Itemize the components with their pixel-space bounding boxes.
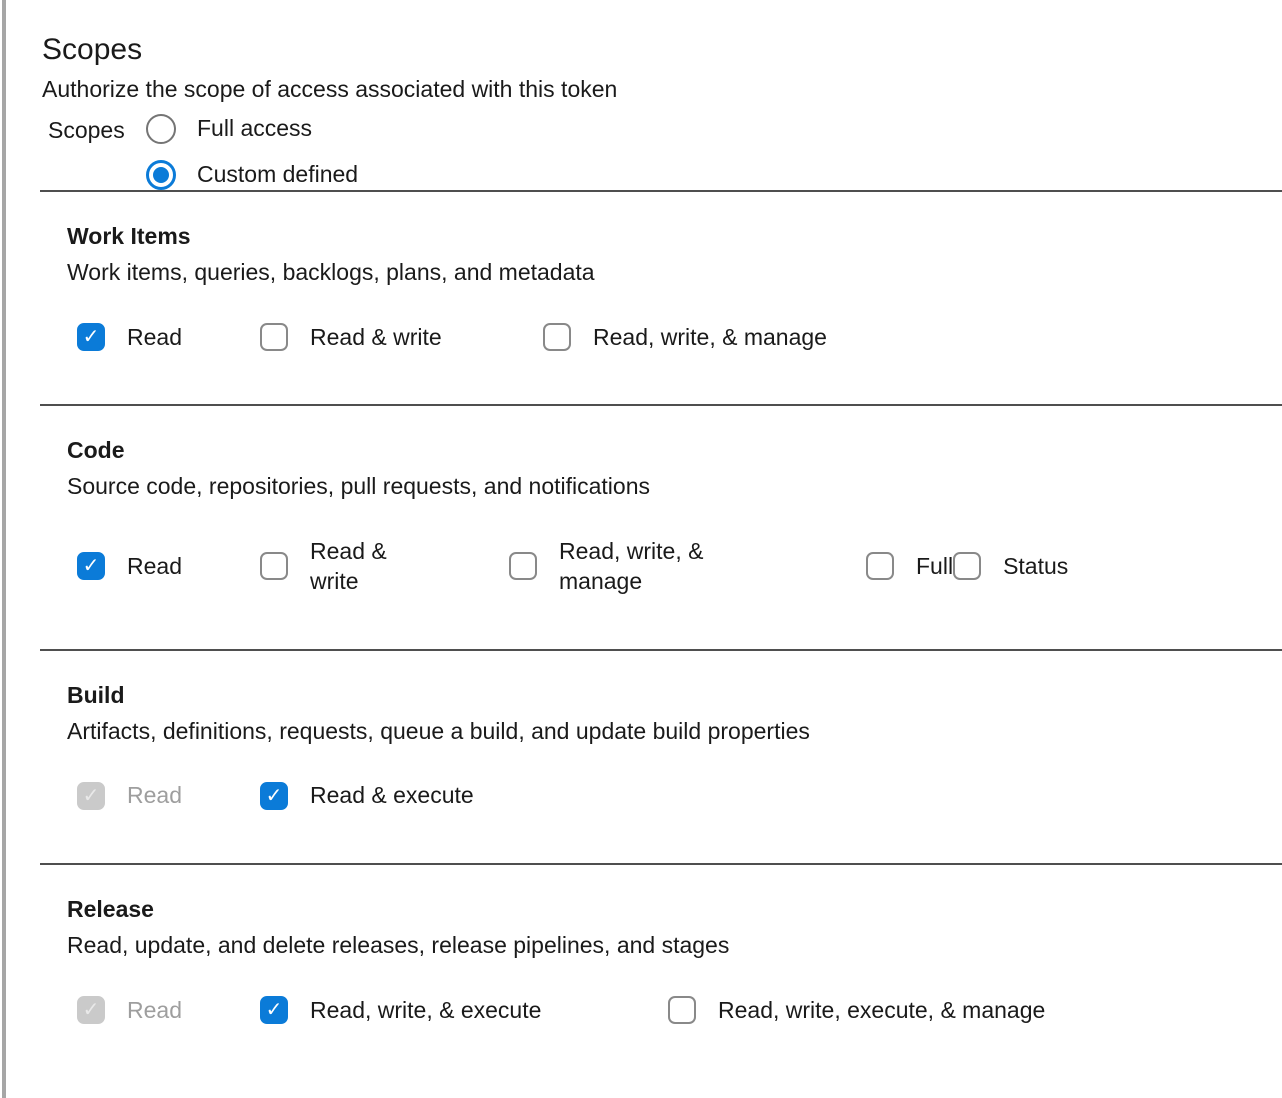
checkbox-code-read-write-manage[interactable]: ✓ Read, write, & manage <box>509 536 866 597</box>
section-title: Release <box>67 895 154 922</box>
checkbox-label: Read & write <box>310 323 442 350</box>
checkbox-label: Read <box>127 323 182 350</box>
checkbox-build-read: ✓ Read <box>77 780 260 810</box>
checkmark-icon: ✓ <box>82 325 100 348</box>
page-subtitle: Authorize the scope of access associated… <box>42 76 618 102</box>
divider <box>40 862 1282 865</box>
checkbox-unchecked-icon[interactable]: ✓ <box>260 322 288 351</box>
section-code: Code Source code, repositories, pull req… <box>0 406 1282 649</box>
section-title: Build <box>67 681 125 708</box>
checkbox-checked-icon[interactable]: ✓ <box>77 552 105 581</box>
section-title: Work Items <box>67 222 191 249</box>
radio-unselected-icon[interactable] <box>146 113 176 144</box>
section-description: Read, update, and delete releases, relea… <box>67 932 730 959</box>
checkbox-code-read-write[interactable]: ✓ Read & write <box>260 536 509 597</box>
checkbox-label: Read <box>127 996 182 1023</box>
left-border-line <box>2 0 6 1098</box>
checkbox-unchecked-icon[interactable]: ✓ <box>953 552 982 581</box>
section-description: Artifacts, definitions, requests, queue … <box>67 718 810 745</box>
checkbox-code-status[interactable]: ✓ Status <box>953 551 1068 581</box>
scopes-radio-group-label: Scopes <box>48 116 125 143</box>
checkbox-checked-icon[interactable]: ✓ <box>77 322 105 351</box>
checkbox-checked-disabled-icon: ✓ <box>77 995 105 1024</box>
checkbox-checked-icon[interactable]: ✓ <box>260 781 288 810</box>
checkbox-unchecked-icon[interactable]: ✓ <box>260 552 288 581</box>
checkmark-icon: ✓ <box>265 998 283 1021</box>
divider <box>40 648 1282 651</box>
section-description: Work items, queries, backlogs, plans, an… <box>67 259 595 286</box>
checkbox-work-read-write[interactable]: ✓ Read & write <box>260 322 543 352</box>
section-work-items: Work Items Work items, queries, backlogs… <box>0 192 1282 404</box>
checkbox-label: Read & write <box>310 537 387 595</box>
section-description: Source code, repositories, pull requests… <box>67 473 650 500</box>
checkbox-label: Read, write, execute, & manage <box>718 996 1046 1023</box>
checkbox-work-read[interactable]: ✓ Read <box>77 322 260 352</box>
radio-custom-defined-label: Custom defined <box>197 161 359 188</box>
radio-full-access[interactable]: Full access <box>146 113 358 144</box>
section-release: Release Read, update, and delete release… <box>0 865 1282 1077</box>
checkbox-checked-icon[interactable]: ✓ <box>260 995 288 1024</box>
section-title: Code <box>67 436 125 463</box>
checkbox-label: Status <box>1003 553 1069 580</box>
checkbox-label: Read, write, & execute <box>310 996 542 1023</box>
checkbox-label: Read <box>127 553 182 580</box>
checkbox-checked-disabled-icon: ✓ <box>77 781 105 810</box>
checkbox-work-read-write-manage[interactable]: ✓ Read, write, & manage <box>543 322 827 352</box>
radio-custom-defined[interactable]: Custom defined <box>146 159 359 190</box>
checkbox-label: Read <box>127 782 182 809</box>
checkbox-label: Read & execute <box>310 782 474 809</box>
checkbox-label: Read, write, & manage <box>559 537 704 595</box>
radio-full-access-label: Full access <box>197 115 313 142</box>
checkmark-icon: ✓ <box>82 555 100 578</box>
checkbox-release-read-write-execute[interactable]: ✓ Read, write, & execute <box>260 995 668 1025</box>
release-options-row: ✓ Read ✓ Read, write, & execute ✓ Read, … <box>67 995 1282 1025</box>
checkbox-build-read-execute[interactable]: ✓ Read & execute <box>260 780 474 810</box>
checkbox-unchecked-icon[interactable]: ✓ <box>543 322 571 351</box>
scopes-radio-options: Full access Custom defined <box>146 113 359 190</box>
checkbox-code-full[interactable]: ✓ Full <box>866 551 953 581</box>
code-options-row: ✓ Read ✓ Read & write ✓ Read, write, & m… <box>67 536 1282 597</box>
checkbox-label: Full <box>916 553 954 580</box>
scopes-header: Scopes Authorize the scope of access ass… <box>0 0 1282 190</box>
work-items-options-row: ✓ Read ✓ Read & write ✓ Read, write, & m… <box>67 322 1282 352</box>
divider <box>40 403 1282 406</box>
scopes-radio-group: Scopes Full access Custom defined <box>42 113 1282 190</box>
divider <box>40 189 1282 192</box>
section-build: Build Artifacts, definitions, requests, … <box>0 651 1282 863</box>
build-options-row: ✓ Read ✓ Read & execute <box>67 780 1282 810</box>
checkbox-unchecked-icon[interactable]: ✓ <box>668 995 696 1024</box>
checkmark-icon: ✓ <box>82 784 100 807</box>
checkmark-icon: ✓ <box>265 784 283 807</box>
checkbox-unchecked-icon[interactable]: ✓ <box>509 552 537 581</box>
checkbox-release-read-write-execute-manage[interactable]: ✓ Read, write, execute, & manage <box>668 995 1045 1025</box>
radio-dot-icon <box>153 166 169 183</box>
checkbox-label: Read, write, & manage <box>593 323 827 350</box>
page-title: Scopes <box>42 33 143 66</box>
checkmark-icon: ✓ <box>82 998 100 1021</box>
checkbox-code-read[interactable]: ✓ Read <box>77 551 260 581</box>
radio-selected-icon[interactable] <box>146 159 176 190</box>
checkbox-unchecked-icon[interactable]: ✓ <box>866 552 894 581</box>
checkbox-release-read: ✓ Read <box>77 995 260 1025</box>
